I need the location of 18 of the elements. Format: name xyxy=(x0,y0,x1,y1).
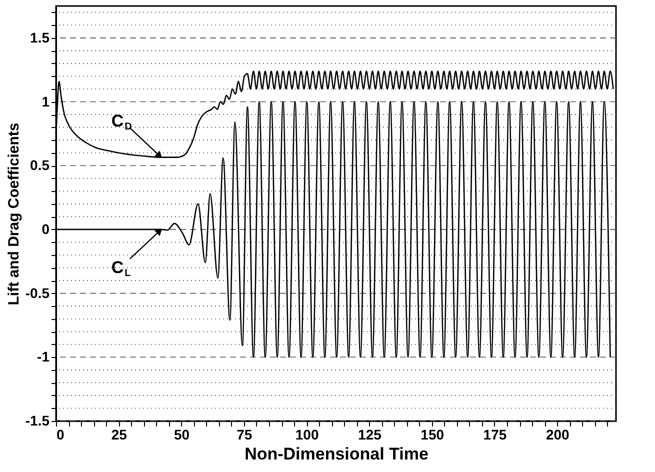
x-axis-title: Non-Dimensional Time xyxy=(244,444,428,464)
y-tick-label: -0.5 xyxy=(25,284,50,301)
y-tick-label: 1.5 xyxy=(30,29,50,46)
y-tick-label: 0 xyxy=(42,220,50,237)
y-axis-title: Lift and Drag Coefficients xyxy=(5,122,22,306)
y-tick-label: -1.5 xyxy=(25,412,50,428)
x-tick-label: 0 xyxy=(56,426,64,442)
y-tick-label: 0.5 xyxy=(30,157,50,174)
y-tick-label: 1 xyxy=(42,93,50,110)
x-tick-label: 50 xyxy=(174,426,190,442)
x-tick-label: 75 xyxy=(236,426,252,442)
x-tick-label: 175 xyxy=(483,426,507,442)
y-tick-label: -1 xyxy=(37,348,50,365)
x-tick-label: 25 xyxy=(111,426,128,442)
x-tick-label: 100 xyxy=(295,426,319,442)
x-tick-label: 125 xyxy=(358,426,382,442)
x-tick-label: 200 xyxy=(546,426,570,442)
x-tick-label: 150 xyxy=(420,426,444,442)
